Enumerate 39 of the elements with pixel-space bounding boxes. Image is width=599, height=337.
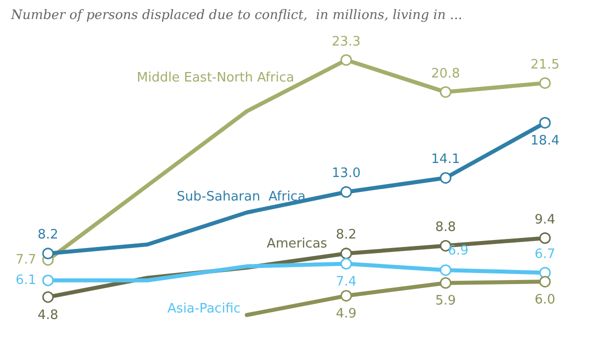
data-label: 23.3: [332, 34, 361, 50]
data-label: 9.4: [534, 212, 556, 228]
data-label: 6.9: [448, 243, 469, 258]
data-label: 14.1: [431, 152, 460, 168]
data-label: 8.2: [38, 228, 58, 243]
data-label: 5.9: [435, 294, 456, 309]
point: [440, 172, 452, 184]
point: [539, 117, 551, 129]
point: [440, 264, 452, 276]
series-label: Asia-Pacific: [167, 301, 241, 316]
data-label: 6.7: [534, 246, 556, 262]
data-label: 4.9: [336, 306, 357, 322]
point: [539, 77, 551, 89]
point: [440, 86, 452, 98]
data-label: 8.2: [336, 228, 357, 243]
point: [42, 248, 54, 260]
data-label: 13.0: [332, 166, 361, 182]
data-label: 6.0: [534, 292, 556, 308]
data-label: 7.7: [16, 252, 36, 268]
point: [42, 291, 54, 303]
data-label: 6.1: [16, 272, 36, 288]
point: [539, 232, 551, 244]
data-label: 18.4: [530, 134, 560, 149]
data-label: 20.8: [431, 66, 460, 82]
series-label: Americas: [266, 236, 328, 252]
point: [340, 290, 352, 302]
data-label: 7.4: [336, 274, 357, 290]
point: [340, 258, 352, 270]
series-label: Middle East-North Africa: [136, 70, 294, 86]
point: [42, 274, 54, 286]
data-label: 4.8: [38, 308, 58, 323]
point: [440, 277, 452, 289]
point: [539, 276, 551, 288]
data-label: 21.5: [530, 57, 560, 72]
point: [340, 186, 352, 198]
point: [340, 54, 352, 66]
chart-title: Number of persons displaced due to conflict, in millions, living in ...: [10, 8, 462, 23]
point: [340, 248, 352, 260]
data-label: 8.8: [435, 220, 456, 236]
